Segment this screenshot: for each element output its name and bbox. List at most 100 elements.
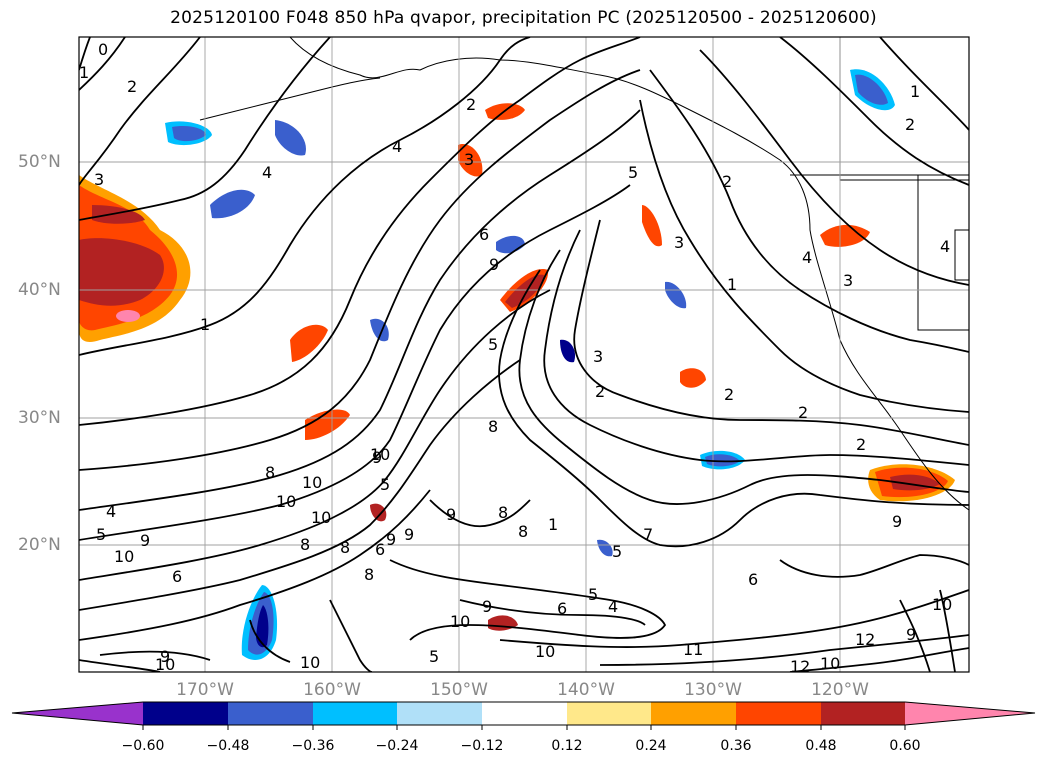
contour-label: 6 — [479, 225, 489, 244]
contour-label: 12 — [790, 657, 810, 676]
colorbar-extend-min — [12, 702, 143, 725]
contour-label: 8 — [518, 522, 528, 541]
map-frame — [78, 36, 970, 673]
colorbar-tick-label: −0.48 — [206, 738, 250, 754]
contour-label: 9 — [372, 448, 382, 467]
contour-label: 4 — [608, 597, 618, 616]
contour-label: 9 — [892, 512, 902, 531]
precip-negative-region — [256, 605, 269, 648]
contour-label: 5 — [488, 335, 498, 354]
precip-positive-region — [305, 409, 350, 440]
colorbar-tick-label: 0.48 — [805, 738, 837, 754]
contour-label: 9 — [482, 597, 492, 616]
contour-label: 1 — [548, 515, 558, 534]
precip-positive-region — [458, 144, 483, 177]
colorbar-tick-label: −0.12 — [460, 738, 504, 754]
contour-label: 10 — [276, 492, 296, 511]
contour-label: 5 — [429, 647, 439, 666]
precip-positive-region — [79, 238, 164, 306]
precip-negative-region — [705, 454, 740, 467]
contour-label: 10 — [820, 654, 840, 673]
contour-label: 7 — [643, 525, 653, 544]
contour-label: 5 — [612, 542, 622, 561]
contour-label: 10 — [535, 642, 555, 661]
contour-label: 9 — [906, 625, 916, 644]
colorbar-tick-label: −0.60 — [121, 738, 165, 754]
precip-negative-region — [597, 539, 613, 557]
contour-label: 8 — [488, 417, 498, 436]
precip-negative-region — [172, 125, 206, 142]
precip-max-region — [116, 310, 140, 322]
contour-label: 4 — [802, 248, 812, 267]
contour-label: 6 — [172, 567, 182, 586]
contour-label: 4 — [262, 163, 272, 182]
map-background — [79, 37, 969, 672]
contour-label: 2 — [856, 435, 866, 454]
colorbar-segment — [313, 702, 397, 725]
contour-label: 5 — [588, 585, 598, 604]
precip-shading — [79, 69, 955, 660]
contour-labels: 0 1 2 3 4 4 2 3 5 6 9 5 3 1 3 2 2 2 2 8 … — [79, 40, 952, 676]
contour-label: 1 — [910, 82, 920, 101]
contour-label: 2 — [905, 115, 915, 134]
contour-label: 1 — [727, 275, 737, 294]
contour-label: 3 — [843, 271, 853, 290]
contour-label: 8 — [300, 535, 310, 554]
precip-positive-region — [680, 368, 706, 388]
colorbar-segment — [821, 702, 905, 725]
contour-label: 8 — [498, 503, 508, 522]
contour-label: 9 — [140, 531, 150, 550]
precip-positive-region — [642, 205, 662, 247]
colorbar-tick-label: 0.24 — [635, 738, 667, 754]
precip-negative-region — [855, 74, 888, 105]
contour-label: 3 — [94, 170, 104, 189]
contour-label: 8 — [364, 565, 374, 584]
lon-label-150w: 150°W — [430, 680, 488, 700]
qvapor-contours — [79, 37, 969, 672]
contour-label: 10 — [155, 655, 175, 674]
contour-label: 3 — [674, 233, 684, 252]
contour-label: 2 — [466, 95, 476, 114]
colorbar-segment — [397, 702, 482, 725]
lon-label-170w: 170°W — [176, 680, 234, 700]
contour-label: 8 — [265, 463, 275, 482]
contour-label: 5 — [380, 475, 390, 494]
colorbar-segment — [143, 702, 228, 725]
colorbar-extend-max — [905, 702, 1035, 725]
lon-label-120w: 120°W — [811, 680, 869, 700]
precip-positive-region — [92, 205, 145, 224]
contour-label: 6 — [375, 540, 385, 559]
lat-label-50n: 50°N — [18, 152, 61, 172]
colorbar-tick-label: 0.60 — [889, 738, 921, 754]
lon-label-140w: 140°W — [557, 680, 615, 700]
contour-label: 11 — [683, 640, 703, 659]
colorbar-segment — [651, 702, 736, 725]
contour-label: 9 — [489, 255, 499, 274]
lat-label-30n: 30°N — [18, 408, 61, 428]
contour-label: 9 — [446, 505, 456, 524]
precip-negative-region — [665, 281, 687, 309]
colorbar-tick-label: −0.36 — [291, 738, 335, 754]
contour-label: 3 — [464, 150, 474, 169]
colorbar-segment — [482, 702, 567, 725]
colorbar-segment — [228, 702, 313, 725]
contour-label: 4 — [392, 137, 402, 156]
precip-negative-region — [210, 189, 255, 219]
precip-positive-region — [370, 503, 387, 522]
graticule — [79, 37, 969, 672]
contour-label: 10 — [370, 445, 390, 464]
colorbar-tick-label: 0.12 — [551, 738, 583, 754]
precip-positive-region — [505, 274, 544, 308]
contour-label: 1 — [200, 315, 210, 334]
precip-positive-region — [290, 324, 328, 362]
map-title: 2025120100 F048 850 hPa qvapor, precipit… — [170, 8, 877, 28]
contour-label: 5 — [628, 163, 638, 182]
contour-label: 8 — [340, 538, 350, 557]
precip-positive-region — [820, 224, 870, 247]
lon-label-130w: 130°W — [684, 680, 742, 700]
contour-label: 2 — [798, 403, 808, 422]
colorbar-tick-label: 0.36 — [720, 738, 752, 754]
contour-label: 12 — [855, 630, 875, 649]
contour-label: 10 — [450, 612, 470, 631]
contour-label: 5 — [96, 525, 106, 544]
